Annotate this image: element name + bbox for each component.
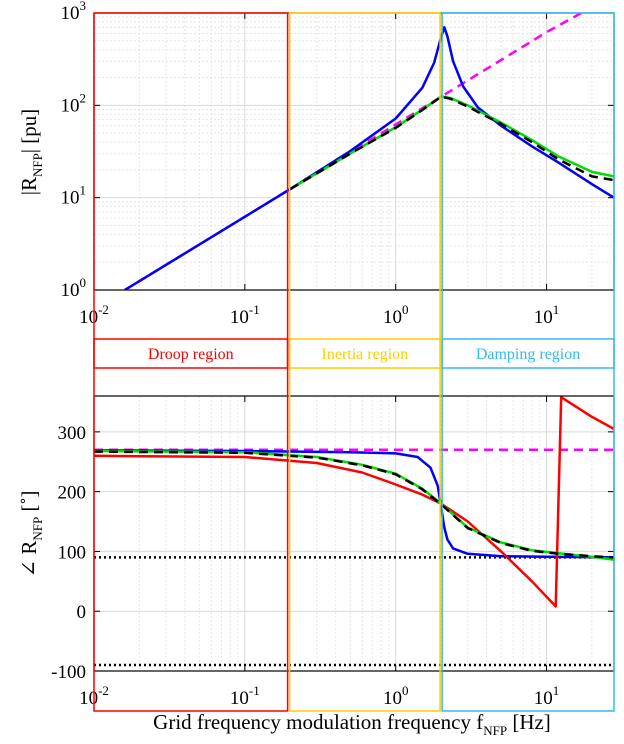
phase-x-tick-label: 10-1 — [230, 683, 260, 709]
magnitude-ylabel: |RNFP| [pu] — [17, 109, 45, 196]
phase-series-line-3 — [94, 449, 614, 559]
phase-ylabel: ∠ RNFP [˚] — [17, 491, 45, 578]
magnitude-y-tick-label: 102 — [61, 90, 87, 116]
region-label-1: Inertia region — [322, 346, 409, 363]
magnitude-x-tick-label: 10-1 — [230, 302, 260, 328]
region-label-box-2 — [441, 338, 615, 369]
phase-y-tick-label: 300 — [58, 423, 87, 444]
region-label-box-1 — [288, 338, 441, 369]
region-overlays: Droop region Inertia region Damping region — [93, 12, 615, 712]
phase-series-line-4 — [94, 396, 614, 608]
region-label-2: Damping region — [476, 346, 580, 363]
magnitude-x-tick-label: 101 — [534, 302, 560, 328]
phase-x-tick-label: 101 — [534, 683, 560, 709]
phase-y-tick-label: 0 — [77, 602, 87, 623]
magnitude-y-tick-label: 101 — [61, 183, 87, 209]
region-label-0: Droop region — [148, 346, 234, 363]
magnitude-x-tick-label: 100 — [383, 302, 409, 328]
phase-plot-area — [94, 396, 614, 671]
magnitude-y-tick-label: 103 — [61, 0, 87, 24]
phase-xlabel: Grid frequency modulation frequency fNFP… — [153, 710, 551, 738]
region-label-box-0 — [93, 338, 289, 369]
magnitude-y-tick-label: 100 — [61, 275, 87, 301]
phase-x-tick-label: 100 — [383, 683, 409, 709]
phase-y-tick-label: -100 — [51, 662, 86, 683]
phase-y-tick-label: 200 — [58, 483, 87, 504]
phase-series-line-6 — [94, 450, 614, 559]
magnitude-series-line-1 — [124, 26, 614, 290]
magnitude-series-line-3 — [289, 95, 614, 191]
phase-y-tick-label: 100 — [58, 542, 87, 563]
